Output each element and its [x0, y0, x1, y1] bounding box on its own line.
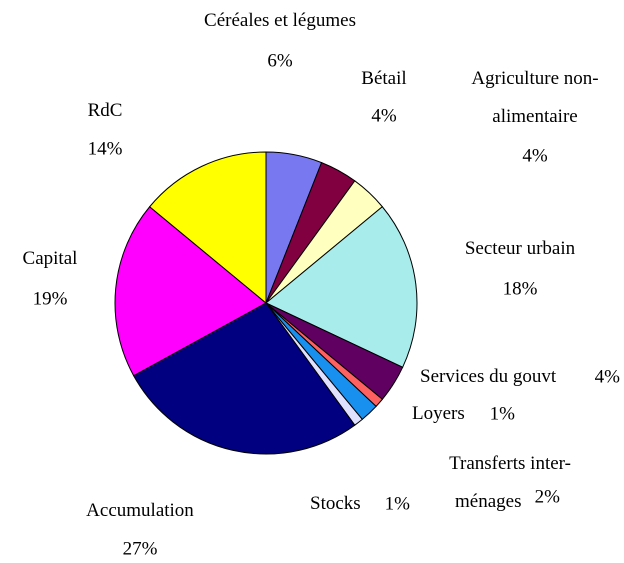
label-line: Bétail: [361, 68, 406, 89]
slice-label: Agriculture non-alimentaire: [471, 68, 598, 127]
slice-label: Secteur urbain: [465, 238, 576, 259]
slice-value: 4%: [371, 105, 397, 126]
slice-label: Services du gouvt: [420, 366, 557, 387]
slice-value: 18%: [503, 278, 538, 299]
label-line: Stocks: [310, 493, 361, 514]
label-line: Accumulation: [86, 500, 194, 521]
label-line: Transferts inter-: [449, 453, 571, 474]
label-line: alimentaire: [492, 106, 577, 127]
pie-slice: [265, 206, 418, 368]
label-line: ménages: [455, 491, 521, 512]
slice-label: Loyers: [412, 403, 465, 424]
slice-label: Capital: [23, 248, 78, 269]
slice-value: 4%: [595, 366, 621, 387]
pie-slice: [114, 206, 267, 377]
pie-slice: [132, 302, 356, 455]
slice-value: 2%: [535, 486, 561, 507]
slice-value: 14%: [88, 138, 123, 159]
slice-value: 27%: [123, 538, 158, 559]
slice-label: Céréales et légumes: [204, 10, 356, 31]
slice-value: 6%: [267, 50, 293, 71]
label-line: RdC: [88, 100, 123, 121]
slice-label: Bétail: [361, 68, 406, 89]
label-line: Céréales et légumes: [204, 10, 356, 31]
slice-value: 19%: [33, 288, 68, 309]
slice-value: 1%: [385, 493, 411, 514]
slice-label: Accumulation: [86, 500, 194, 521]
label-line: Loyers: [412, 403, 465, 424]
label-line: Services du gouvt: [420, 366, 557, 387]
slice-value: 4%: [522, 145, 548, 166]
slice-label: RdC: [88, 100, 123, 121]
label-line: Agriculture non-: [471, 68, 598, 89]
label-line: Secteur urbain: [465, 238, 576, 259]
slice-label: Transferts inter-ménages: [449, 453, 571, 512]
slice-label: Stocks: [310, 493, 361, 514]
slice-value: 1%: [490, 403, 516, 424]
pie-slice: [148, 151, 267, 305]
label-line: Capital: [23, 248, 78, 269]
